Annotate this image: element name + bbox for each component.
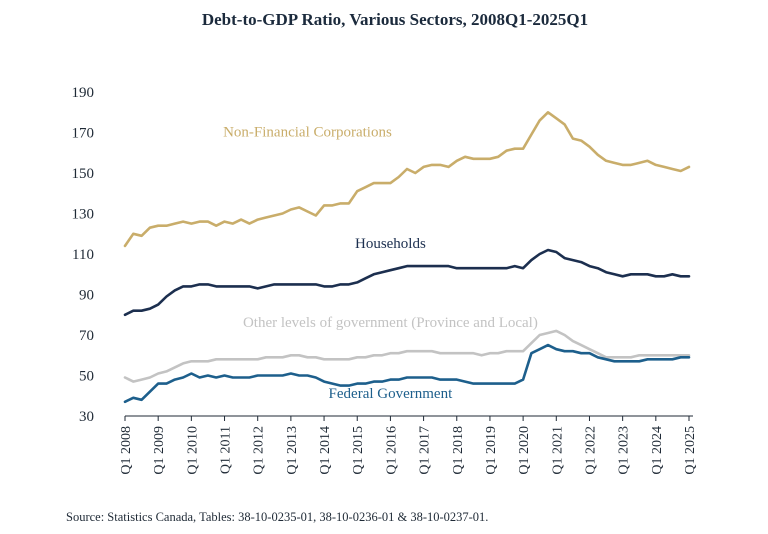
x-tick-label: Q1 2016 — [384, 426, 399, 475]
x-tick-label: Q1 2020 — [517, 426, 532, 475]
series-label: Federal Government — [329, 386, 454, 402]
series-labels: Non-Financial Corporations Households Othe… — [223, 125, 538, 402]
y-tick-label: 30 — [79, 409, 94, 425]
series-label: Non-Financial Corporations — [223, 125, 392, 141]
x-tick-label: Q1 2024 — [650, 426, 665, 475]
x-tick-label: Q1 2010 — [185, 426, 200, 475]
y-tick-label: 150 — [72, 166, 95, 182]
y-axis: 30 50 70 90 110 130 150 170 190 — [72, 85, 95, 425]
y-tick-label: 130 — [72, 207, 95, 223]
series-label: Households — [355, 236, 426, 252]
x-tick-label: Q1 2019 — [484, 426, 499, 475]
series-line-0 — [123, 111, 691, 248]
x-tick-label: Q1 2022 — [583, 426, 598, 475]
y-tick-label: 170 — [72, 126, 95, 142]
series-line-2 — [123, 329, 691, 383]
x-tick-label: Q1 2013 — [285, 426, 300, 475]
series-lines — [123, 111, 691, 404]
chart-title: Debt-to-GDP Ratio, Various Sectors, 2008… — [202, 10, 588, 29]
x-tick-label: Q1 2017 — [418, 426, 433, 475]
x-tick-label: Q1 2023 — [617, 426, 632, 475]
x-tick-label: Q1 2015 — [351, 426, 366, 475]
y-tick-label: 50 — [79, 369, 94, 385]
y-tick-label: 70 — [79, 328, 94, 344]
x-tick-label: Q1 2014 — [318, 426, 333, 475]
series-label: Other levels of government (Province and… — [243, 315, 538, 331]
series-line-1 — [123, 248, 691, 317]
x-tick-label: Q1 2012 — [252, 426, 267, 475]
x-tick-label: Q1 2009 — [152, 426, 167, 475]
y-tick-label: 190 — [72, 85, 95, 101]
x-tick-label: Q1 2008 — [119, 426, 134, 475]
x-axis: Q1 2008 Q1 2009 Q1 2010 Q1 2011 Q1 2012 Q1 20… — [119, 415, 698, 475]
source-note: Source: Statistics Canada, Tables: 38-10… — [66, 510, 488, 524]
x-tick-label: Q1 2018 — [451, 426, 466, 475]
y-tick-label: 110 — [72, 247, 94, 263]
x-tick-label: Q1 2021 — [550, 426, 565, 475]
y-tick-label: 90 — [79, 288, 94, 304]
x-tick-label: Q1 2025 — [683, 426, 698, 475]
series-line-3 — [123, 343, 691, 404]
x-tick-label: Q1 2011 — [219, 426, 234, 474]
